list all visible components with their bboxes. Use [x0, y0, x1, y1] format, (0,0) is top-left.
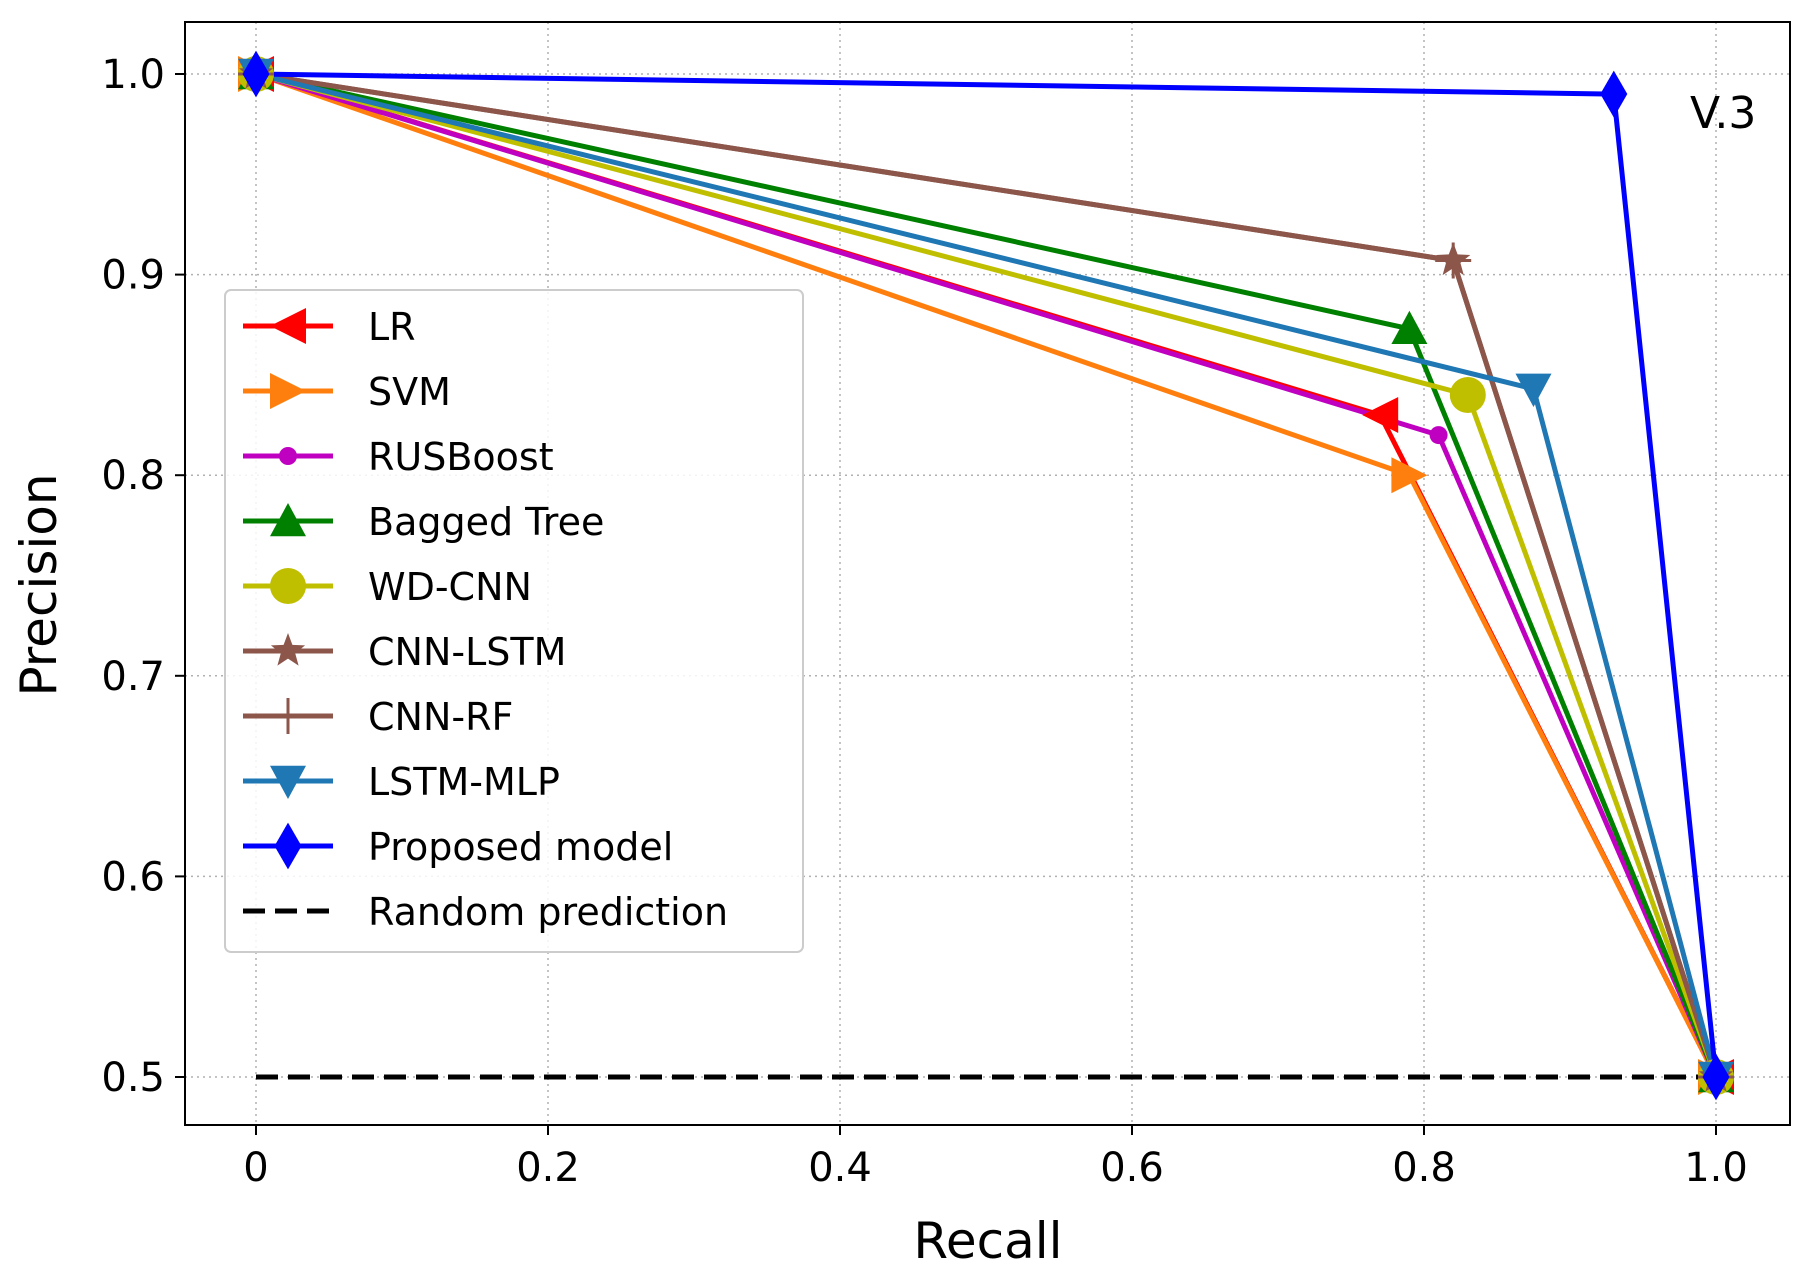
legend-item-bagged-tree: Bagged Tree: [243, 500, 604, 544]
legend-marker: [270, 308, 306, 344]
y-tick-label: 0.5: [101, 1055, 165, 1101]
x-tick-label: 0.8: [1392, 1145, 1456, 1191]
legend-label: LR: [368, 305, 416, 349]
data-point-proposed-model: [242, 50, 270, 98]
data-point-lstm-mlp: [1515, 373, 1552, 407]
legend-item-wd-cnn: WD-CNN: [243, 565, 532, 609]
data-point-svm: [1391, 457, 1428, 494]
y-tick-label: 0.9: [101, 253, 165, 299]
data-point-cnn-rf: [1435, 242, 1472, 279]
legend-item-proposed-model: Proposed model: [243, 822, 673, 870]
y-tick-label: 1.0: [101, 52, 165, 98]
legend-label: SVM: [368, 370, 451, 414]
legend-label: CNN-RF: [368, 695, 513, 739]
x-axis-label: Recall: [913, 1212, 1062, 1270]
data-point-wd-cnn: [1449, 376, 1486, 413]
legend-marker: [279, 447, 297, 465]
series-markers: [238, 50, 1734, 1101]
panel-annotation: V.3: [1690, 88, 1756, 139]
legend-label: RUSBoost: [368, 435, 554, 479]
legend-item-lr: LR: [243, 305, 416, 349]
legend-item-random-prediction: Random prediction: [243, 890, 728, 934]
data-point-lr: [1362, 397, 1399, 434]
data-point-rusboost: [1429, 426, 1448, 445]
y-tick-label: 0.7: [101, 654, 165, 700]
y-tick-label: 0.8: [101, 453, 165, 499]
plot-frame: [184, 21, 1791, 1126]
legend-marker: [270, 633, 306, 666]
legend-item-cnn-rf: CNN-RF: [243, 695, 513, 739]
legend-marker: [270, 765, 306, 799]
legend-label: CNN-LSTM: [368, 630, 566, 674]
legend-label: WD-CNN: [368, 565, 532, 609]
legend-marker: [274, 822, 302, 870]
x-tick-label: 0.4: [808, 1145, 872, 1191]
y-tick-label: 0.6: [101, 854, 165, 900]
legend-label: LSTM-MLP: [368, 760, 560, 804]
legend-marker: [270, 698, 306, 734]
legend: LR SVM RUSBoost Bagged Tree WD-CNN CNN-LSTM CN…: [224, 289, 804, 953]
data-point-proposed-model: [1600, 70, 1628, 118]
legend-item-lstm-mlp: LSTM-MLP: [243, 760, 560, 804]
x-tick-label: 0: [243, 1145, 268, 1191]
x-tick-label: 0.2: [516, 1145, 580, 1191]
data-point-bagged-tree: [1391, 310, 1428, 345]
x-tick-label: 1.0: [1684, 1145, 1748, 1191]
legend-item-svm: SVM: [243, 370, 451, 414]
legend-marker: [270, 503, 306, 537]
legend-item-rusboost: RUSBoost: [243, 435, 554, 479]
x-tick-label: 0.6: [1100, 1145, 1164, 1191]
legend-label: Random prediction: [368, 890, 728, 934]
y-axis-label: Precision: [10, 473, 68, 696]
legend-marker: [270, 373, 306, 409]
legend-label: Bagged Tree: [368, 500, 604, 544]
legend-label: Proposed model: [368, 825, 673, 869]
legend-box: [224, 289, 804, 953]
data-point-proposed-model: [1702, 1053, 1730, 1101]
axis-ticks: 0 0.2 0.4 0.6 0.8 1.0 0.5 0.6 0.7 0.8 0.9 1.0: [101, 52, 1747, 1191]
legend-marker: [270, 568, 306, 604]
legend-item-cnn-lstm: CNN-LSTM: [243, 630, 566, 674]
